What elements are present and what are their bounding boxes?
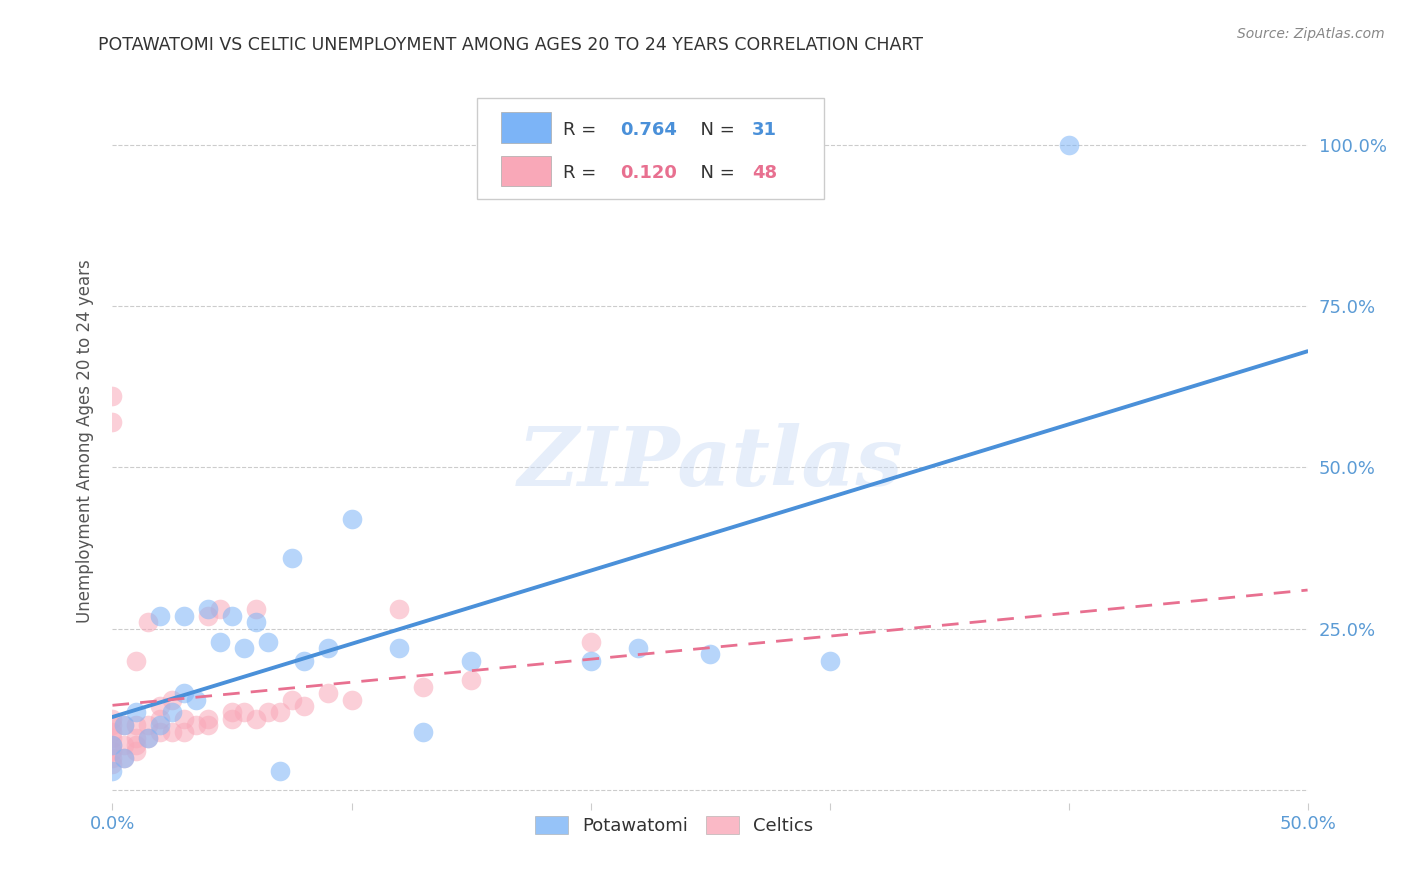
Legend: Potawatomi, Celtics: Potawatomi, Celtics: [526, 807, 823, 845]
Point: [699, 648, 721, 662]
Text: 0.764: 0.764: [620, 121, 678, 139]
Point: [114, 718, 135, 732]
Point: [149, 608, 172, 623]
Point: [340, 512, 363, 526]
Point: [292, 699, 315, 714]
Point: [138, 718, 160, 732]
Point: [114, 738, 135, 752]
Point: [186, 692, 208, 706]
Point: [257, 706, 280, 720]
Point: [292, 654, 315, 668]
Point: [173, 686, 195, 700]
Point: [162, 706, 183, 720]
Point: [162, 724, 183, 739]
Point: [149, 712, 172, 726]
Point: [173, 608, 195, 623]
Point: [162, 692, 183, 706]
Point: [197, 608, 219, 623]
Point: [101, 415, 124, 429]
Point: [1057, 137, 1080, 152]
Point: [101, 738, 124, 752]
Point: [125, 731, 148, 746]
Point: [316, 686, 339, 700]
Point: [388, 640, 411, 655]
Point: [101, 744, 124, 758]
Point: [209, 634, 232, 648]
Point: [101, 712, 124, 726]
Point: [114, 750, 135, 764]
Point: [233, 640, 256, 655]
Point: [340, 692, 363, 706]
Text: POTAWATOMI VS CELTIC UNEMPLOYMENT AMONG AGES 20 TO 24 YEARS CORRELATION CHART: POTAWATOMI VS CELTIC UNEMPLOYMENT AMONG …: [98, 36, 924, 54]
Point: [257, 634, 280, 648]
Point: [316, 640, 339, 655]
Text: 31: 31: [752, 121, 778, 139]
Point: [101, 724, 124, 739]
Point: [101, 750, 124, 764]
Point: [125, 744, 148, 758]
Point: [269, 764, 291, 778]
Point: [245, 602, 267, 616]
Point: [173, 712, 195, 726]
Point: [412, 680, 434, 694]
Point: [197, 602, 219, 616]
Point: [101, 718, 124, 732]
Point: [221, 712, 243, 726]
FancyBboxPatch shape: [501, 112, 551, 143]
Point: [627, 640, 650, 655]
Point: [233, 706, 256, 720]
Point: [114, 750, 135, 764]
Point: [221, 608, 243, 623]
Point: [818, 654, 841, 668]
Point: [149, 699, 172, 714]
Point: [101, 764, 124, 778]
Point: [460, 673, 482, 688]
Point: [388, 602, 411, 616]
Point: [101, 389, 124, 403]
Point: [579, 634, 602, 648]
Point: [138, 731, 160, 746]
Point: [101, 731, 124, 746]
Point: [149, 718, 172, 732]
Point: [460, 654, 482, 668]
Point: [197, 712, 219, 726]
Text: 48: 48: [752, 164, 778, 182]
Point: [186, 718, 208, 732]
Point: [579, 654, 602, 668]
FancyBboxPatch shape: [501, 156, 551, 186]
Y-axis label: Unemployment Among Ages 20 to 24 years: Unemployment Among Ages 20 to 24 years: [76, 260, 94, 624]
Point: [125, 706, 148, 720]
Point: [138, 731, 160, 746]
Point: [125, 654, 148, 668]
Point: [101, 738, 124, 752]
Point: [269, 706, 291, 720]
Point: [101, 757, 124, 772]
Point: [173, 724, 195, 739]
FancyBboxPatch shape: [477, 98, 824, 200]
Text: Source: ZipAtlas.com: Source: ZipAtlas.com: [1237, 27, 1385, 41]
Point: [138, 615, 160, 630]
Point: [125, 738, 148, 752]
Point: [149, 724, 172, 739]
Text: 0.120: 0.120: [620, 164, 678, 182]
Text: N =: N =: [689, 164, 740, 182]
Text: N =: N =: [689, 121, 740, 139]
Text: R =: R =: [562, 164, 602, 182]
Point: [245, 615, 267, 630]
Point: [209, 602, 232, 616]
Point: [125, 718, 148, 732]
Text: R =: R =: [562, 121, 602, 139]
Point: [197, 718, 219, 732]
Point: [114, 718, 135, 732]
Point: [281, 692, 304, 706]
Point: [412, 724, 434, 739]
Point: [221, 706, 243, 720]
Point: [245, 712, 267, 726]
Text: ZIPatlas: ZIPatlas: [517, 423, 903, 503]
Point: [281, 550, 304, 565]
